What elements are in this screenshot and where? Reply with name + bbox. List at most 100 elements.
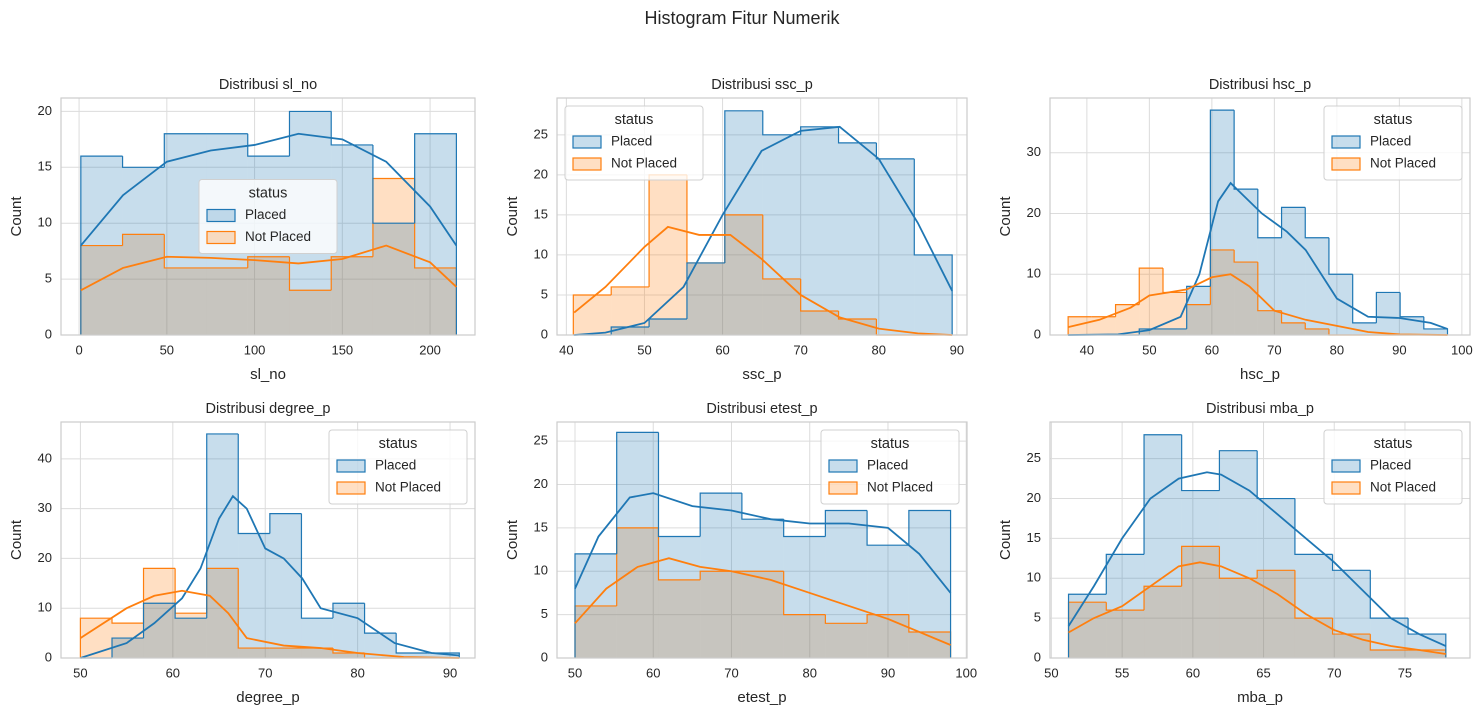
histogram-bin (1210, 110, 1235, 336)
histogram-step (686, 174, 725, 264)
histogram-step (142, 602, 176, 639)
x-tick-label: 50 (568, 665, 582, 680)
histogram-step (824, 509, 868, 537)
histogram-bin (1186, 286, 1211, 335)
histogram-step (1209, 109, 1235, 287)
x-tick-label: 200 (419, 342, 441, 357)
legend-swatch (336, 481, 366, 495)
histogram-bin (838, 318, 877, 335)
histogram-step (79, 617, 113, 658)
histogram-step (395, 633, 428, 654)
histogram-step (1352, 274, 1377, 324)
figure-title: Histogram Fitur Numerik (644, 8, 840, 28)
histogram-step (1407, 618, 1447, 658)
y-tick-label: 40 (38, 450, 52, 465)
histogram-step (1369, 570, 1409, 619)
y-tick-label: 5 (541, 286, 548, 301)
histogram-step (1105, 602, 1145, 611)
legend-label: Not Placed (245, 229, 311, 244)
y-tick-label: 25 (534, 433, 548, 448)
x-tick-label: 0 (75, 342, 82, 357)
y-axis-label: Count (997, 196, 1014, 237)
legend-swatch (206, 208, 236, 223)
histogram-bin (649, 174, 687, 335)
kde-line (1067, 471, 1447, 647)
kde-line (574, 557, 951, 646)
y-tick-label: 5 (45, 271, 52, 286)
legend-box (328, 429, 468, 505)
histogram-step (1399, 292, 1424, 318)
kde-line (1067, 273, 1448, 336)
y-tick-label: 10 (534, 246, 548, 261)
histogram-step (1328, 237, 1353, 275)
histogram-bin (331, 256, 373, 335)
legend-label: Not Placed (1370, 156, 1436, 171)
histogram-step (206, 433, 239, 619)
histogram-step (121, 156, 165, 168)
histogram-step (163, 234, 207, 269)
y-tick-label: 0 (541, 326, 548, 341)
y-tick-label: 10 (38, 215, 52, 230)
histogram-bin (783, 536, 826, 658)
histogram-bin (80, 618, 113, 658)
histogram-bin (724, 110, 763, 335)
histogram-step (574, 553, 617, 658)
kde-line (574, 125, 953, 336)
histogram-bin (1091, 316, 1116, 335)
histogram-bin (143, 603, 176, 658)
subplot-title: Distribusi ssc_p (711, 77, 813, 93)
legend-swatch (572, 135, 602, 149)
histogram-bin (1328, 274, 1353, 335)
histogram-bin (1106, 554, 1145, 658)
x-axis-label: ssc_p (742, 366, 781, 383)
x-axis-label: etest_p (737, 689, 786, 706)
histogram-step (1181, 434, 1220, 492)
kde-line (80, 244, 458, 292)
histogram-step (1257, 189, 1282, 239)
legend-label: Placed (611, 134, 652, 149)
histogram-bin (914, 254, 953, 335)
histogram-bin (649, 318, 687, 335)
histogram-step (288, 110, 332, 157)
kde-line (1068, 181, 1448, 336)
y-tick-label: 5 (541, 606, 548, 621)
x-tick-label: 150 (331, 342, 353, 357)
histogram-bin (825, 623, 868, 658)
legend-box (1323, 429, 1463, 505)
histogram-step (1143, 434, 1182, 555)
histogram-step (908, 509, 952, 658)
histogram-step (1138, 267, 1163, 305)
histogram-bin (1068, 316, 1092, 335)
kde-line (79, 589, 460, 659)
x-tick-label: 80 (350, 665, 364, 680)
x-tick-label: 70 (793, 342, 807, 357)
histogram-step (1067, 316, 1092, 335)
y-tick-label: 25 (534, 126, 548, 141)
y-tick-label: 15 (1027, 530, 1041, 545)
y-tick-label: 10 (534, 563, 548, 578)
histogram-step (1256, 450, 1295, 500)
histogram-bin (1257, 310, 1282, 335)
histogram-bin (396, 653, 428, 658)
histogram-bin (800, 310, 839, 335)
x-tick-label: 40 (559, 342, 573, 357)
histogram-step (1067, 593, 1107, 658)
histogram-step (610, 286, 650, 295)
histogram-step (300, 513, 333, 619)
histogram-bin (247, 256, 290, 335)
histogram-step (1181, 545, 1220, 587)
x-tick-label: 65 (1256, 665, 1270, 680)
histogram-bin (331, 144, 373, 335)
histogram-bin (289, 290, 332, 335)
legend: status Placed Not Placed (198, 179, 338, 254)
subplot-title: Distribusi degree_p (206, 401, 331, 417)
histogram-step (762, 214, 801, 280)
histogram-step (866, 510, 909, 546)
histogram-bin (741, 519, 784, 658)
histogram-bin (1305, 328, 1329, 335)
y-axis-label: Count (504, 519, 521, 560)
histogram-step (1162, 268, 1187, 294)
legend: status Placed Not Placed (564, 105, 704, 181)
histogram-step (372, 144, 415, 224)
histogram-step (866, 614, 909, 624)
